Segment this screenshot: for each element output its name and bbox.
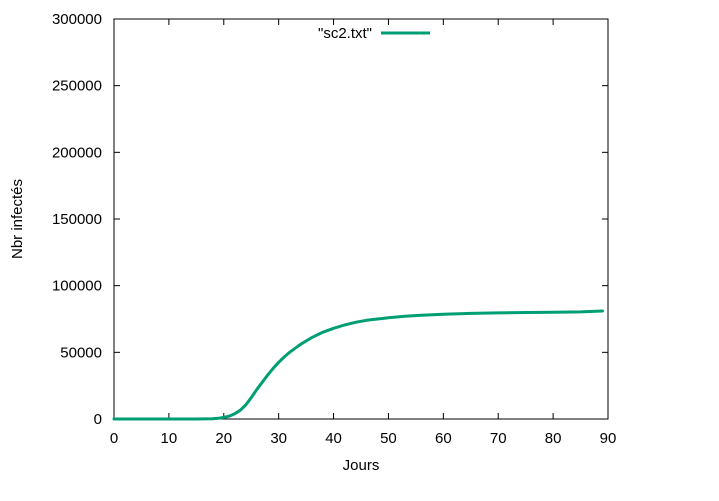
plot-area: 0 50000 100000 150000 200000 250000 300000 0 10… [52,11,616,447]
y-axis-label: Nbr infectés [9,179,26,259]
y-tick-label: 0 [94,411,102,428]
x-axis-ticks: 0 10 20 30 40 50 60 70 80 90 [110,19,617,447]
x-tick-label: 30 [270,430,287,447]
y-tick-label: 100000 [52,278,102,295]
series-line-0 [112,309,604,421]
y-tick-label: 200000 [52,144,102,161]
x-tick-label: 60 [435,430,452,447]
x-tick-label: 70 [490,430,507,447]
y-axis-ticks: 0 50000 100000 150000 200000 250000 300000 [52,11,608,428]
x-tick-label: 80 [545,430,562,447]
x-tick-label: 10 [161,430,178,447]
x-tick-label: 20 [215,430,232,447]
y-tick-label: 150000 [52,211,102,228]
x-tick-label: 40 [325,430,342,447]
legend: "sc2.txt" [318,25,430,42]
y-tick-label: 300000 [52,11,102,28]
plot-frame [113,18,609,420]
x-tick-label: 90 [600,430,617,447]
legend-entry-label: "sc2.txt" [318,25,372,42]
series-layer [112,309,604,421]
y-tick-label: 50000 [60,344,102,361]
x-tick-label: 0 [110,430,118,447]
x-axis-label: Jours [343,457,380,474]
x-tick-label: 50 [380,430,397,447]
y-tick-label: 250000 [52,78,102,95]
